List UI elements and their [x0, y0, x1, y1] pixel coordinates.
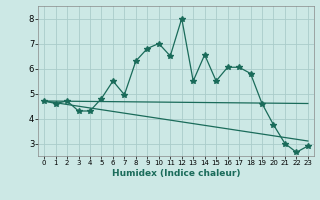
X-axis label: Humidex (Indice chaleur): Humidex (Indice chaleur) [112, 169, 240, 178]
